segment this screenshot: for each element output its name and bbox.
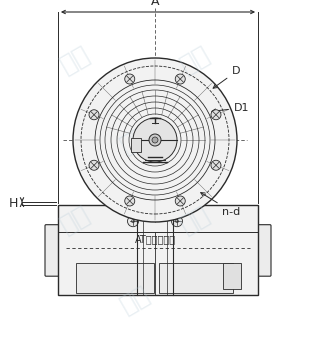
Bar [58,205,258,295]
Circle shape [171,216,183,227]
Circle shape [133,118,177,162]
Text: 川阀: 川阀 [116,282,154,318]
Text: 川阀: 川阀 [56,42,94,78]
Circle shape [152,137,158,143]
Circle shape [89,110,99,120]
Circle shape [125,74,135,84]
Circle shape [73,58,237,222]
Text: D: D [213,66,240,88]
Bar [76,263,154,293]
Bar [131,138,141,152]
Text: AT气动执行器: AT气动执行器 [134,234,176,244]
Text: 川阀: 川阀 [176,42,214,78]
Circle shape [149,134,161,146]
Circle shape [127,216,138,227]
Circle shape [211,160,221,170]
Bar [223,263,241,289]
Circle shape [125,196,135,206]
Text: 川阀: 川阀 [56,202,94,238]
FancyBboxPatch shape [45,225,59,276]
Circle shape [175,74,185,84]
Text: 川阀: 川阀 [176,202,214,238]
Circle shape [89,160,99,170]
Text: H: H [9,197,18,210]
Circle shape [132,220,134,223]
Text: A: A [151,0,159,8]
Bar [145,195,165,205]
Circle shape [175,196,185,206]
Text: D1: D1 [212,103,249,113]
FancyBboxPatch shape [257,225,271,276]
Bar [159,263,233,293]
Circle shape [176,220,178,223]
Text: n-d: n-d [201,193,241,217]
Text: 川阀: 川阀 [116,122,154,158]
Circle shape [211,110,221,120]
